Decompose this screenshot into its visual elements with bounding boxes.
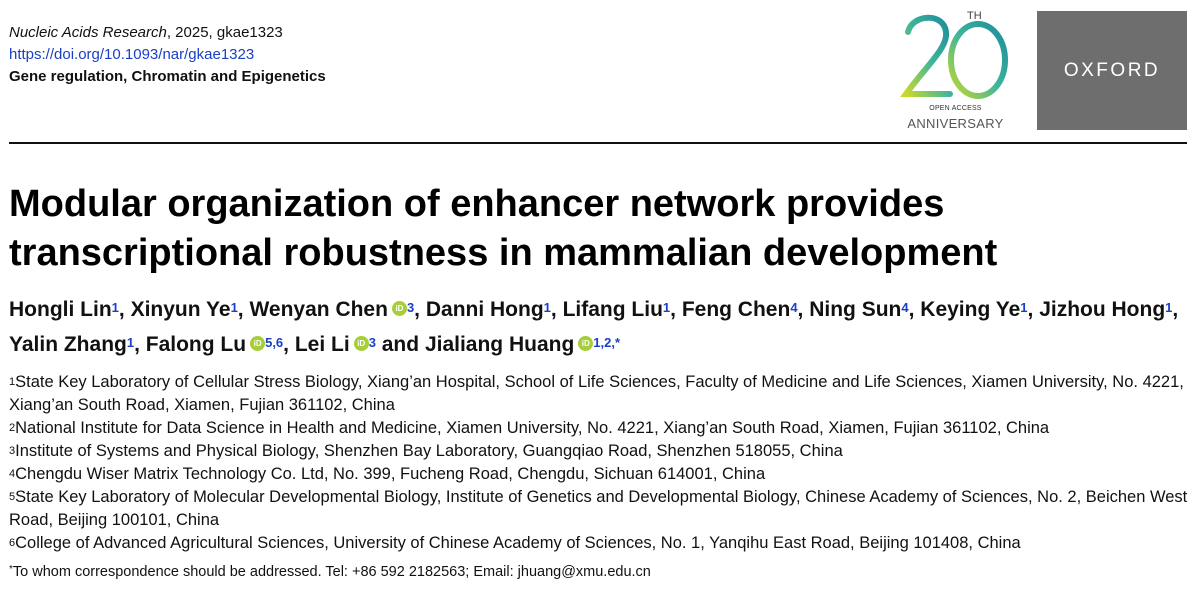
author-affiliation-ref[interactable]: 3 — [406, 300, 415, 315]
author-name: Falong Lu — [145, 333, 247, 356]
author[interactable]: Falong Lu iD 5,6 — [146, 333, 283, 356]
author-affiliation-ref[interactable]: 1 — [126, 335, 135, 350]
affiliation-number: 1 — [9, 376, 16, 388]
affiliation-text: State Key Laboratory of Molecular Develo… — [9, 488, 1188, 529]
author[interactable]: Hongli Lin1 — [9, 298, 119, 321]
author[interactable]: Keying Ye1 — [920, 298, 1027, 321]
orcid-icon[interactable]: iD — [391, 300, 407, 316]
doi-link[interactable]: https://doi.org/10.1093/nar/gkae1323 — [9, 46, 255, 63]
author-name: Hongli Lin — [9, 298, 112, 321]
author-affiliation-ref[interactable]: 5,6 — [265, 335, 284, 350]
orcid-icon[interactable]: iD — [578, 335, 594, 351]
affiliation-text: College of Advanced Agricultural Science… — [15, 534, 1021, 552]
author-name: Wenyan Chen — [249, 298, 388, 321]
author-affiliation-ref[interactable]: 1 — [111, 300, 119, 315]
author-name: Feng Chen — [681, 298, 791, 321]
author-affiliation-ref[interactable]: 1 — [662, 300, 671, 315]
affiliation-number: 3 — [9, 445, 16, 457]
affiliation-item: 5State Key Laboratory of Molecular Devel… — [9, 486, 1189, 532]
anniversary-open-access: OPEN ACCESS — [929, 105, 982, 112]
anniversary-label: ANNIVERSARY — [907, 116, 1004, 131]
affiliation-item: 2National Institute for Data Science in … — [9, 417, 1189, 440]
author-affiliation-ref[interactable]: 1 — [230, 300, 238, 315]
orcid-icon[interactable]: iD — [250, 335, 266, 351]
author-affiliation-ref[interactable]: 3 — [368, 335, 376, 350]
author-name: Keying Ye — [920, 298, 1021, 321]
author-name: Xinyun Ye — [130, 298, 231, 321]
header-divider — [9, 142, 1187, 144]
article-section: Gene regulation, Chromatin and Epigeneti… — [9, 68, 326, 85]
author[interactable]: Jialiang Huang iD 1,2,* — [425, 333, 620, 356]
author-separator: , — [908, 298, 921, 321]
author-separator: , — [797, 298, 810, 321]
affiliation-number: 4 — [9, 468, 16, 480]
author-separator: , — [118, 298, 131, 321]
author-name: Lifang Liu — [562, 298, 663, 321]
author-separator: , — [283, 333, 295, 356]
affiliation-number: 6 — [9, 537, 16, 549]
author[interactable]: Feng Chen4 — [682, 298, 798, 321]
correspondence-note: *To whom correspondence should be addres… — [9, 564, 651, 580]
anniversary-suffix: TH — [967, 10, 982, 22]
author-separator: , — [1027, 298, 1040, 321]
author-and: and — [375, 333, 425, 356]
affiliation-item: 1State Key Laboratory of Cellular Stress… — [9, 371, 1189, 417]
affiliation-text: State Key Laboratory of Cellular Stress … — [9, 373, 1184, 414]
affiliation-item: 6College of Advanced Agricultural Scienc… — [9, 532, 1189, 555]
journal-name: Nucleic Acids Research — [9, 24, 167, 41]
affiliation-item: 3Institute of Systems and Physical Biolo… — [9, 440, 1189, 463]
author-separator: , — [670, 298, 682, 321]
affiliation-text: National Institute for Data Science in H… — [15, 419, 1050, 437]
author-affiliation-ref[interactable]: 4 — [790, 300, 798, 315]
author-separator: , — [134, 333, 146, 356]
author-separator: , — [237, 298, 250, 321]
author[interactable]: Lifang Liu1 — [563, 298, 671, 321]
author[interactable]: Ning Sun4 — [809, 298, 908, 321]
author-name: Lei Li — [294, 333, 350, 356]
author[interactable]: Xinyun Ye1 — [131, 298, 238, 321]
author-affiliation-ref[interactable]: 1 — [1165, 300, 1173, 315]
author-affiliation-ref[interactable]: 1,2,* — [593, 335, 621, 350]
article-header: Nucleic Acids Research, 2025, gkae1323 h… — [9, 22, 326, 88]
article-title: Modular organization of enhancer network… — [9, 183, 998, 274]
orcid-icon[interactable]: iD — [353, 335, 369, 351]
correspondence-mark: * — [9, 564, 13, 575]
anniversary-logo: TH OPEN ACCESS ANNIVERSARY — [898, 8, 1013, 134]
anniversary-20-graphic — [900, 14, 1008, 99]
affiliation-text: Chengdu Wiser Matrix Technology Co. Ltd,… — [15, 465, 766, 483]
author-affiliation-ref[interactable]: 4 — [901, 300, 909, 315]
author-separator: , — [414, 298, 426, 321]
correspondence-text: To whom correspondence should be address… — [12, 564, 651, 580]
affiliation-text: Institute of Systems and Physical Biolog… — [15, 442, 843, 460]
author-name: Danni Hong — [425, 298, 544, 321]
author-affiliation-ref[interactable]: 1 — [543, 300, 551, 315]
author-name: Jialiang Huang — [424, 333, 575, 356]
affiliation-number: 5 — [9, 491, 16, 503]
author-affiliation-ref[interactable]: 1 — [1020, 300, 1028, 315]
affiliation-list: 1State Key Laboratory of Cellular Stress… — [9, 371, 1189, 555]
author[interactable]: Lei Li iD 3 — [295, 333, 376, 356]
author-separator: , — [550, 298, 563, 321]
author[interactable]: Wenyan Chen iD 3 — [249, 298, 414, 321]
author[interactable]: Jizhou Hong1 — [1039, 298, 1172, 321]
author-name: Ning Sun — [809, 298, 902, 321]
author-list: Hongli Lin1, Xinyun Ye1, Wenyan Chen iD 3,… — [9, 292, 1189, 362]
affiliation-item: 4Chengdu Wiser Matrix Technology Co. Ltd… — [9, 463, 1189, 486]
author-name: Jizhou Hong — [1039, 298, 1166, 321]
author[interactable]: Yalin Zhang1 — [9, 333, 134, 356]
journal-year-id: , 2025, gkae1323 — [166, 24, 283, 41]
author-separator: , — [1172, 298, 1179, 321]
author-name: Yalin Zhang — [9, 333, 127, 356]
oxford-logo: OXFORD — [1037, 11, 1187, 130]
affiliation-number: 2 — [9, 422, 16, 434]
author[interactable]: Danni Hong1 — [426, 298, 551, 321]
